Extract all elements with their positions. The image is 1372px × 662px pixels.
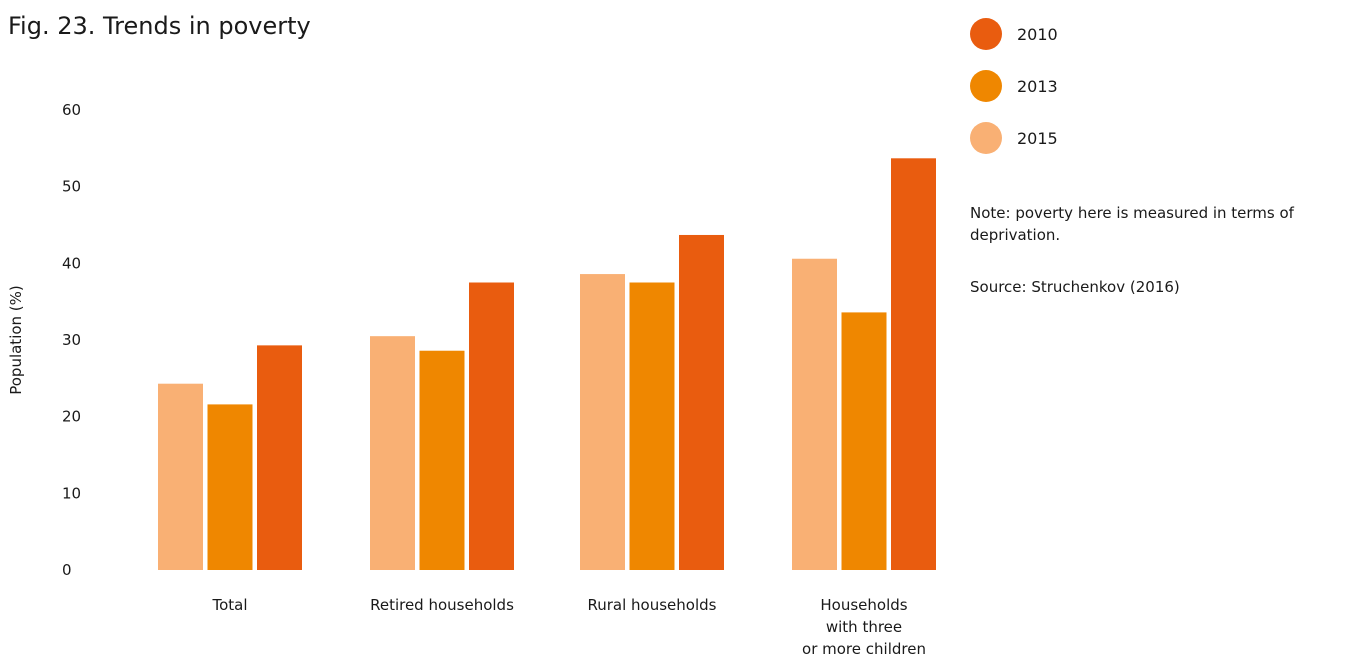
bar-chart: 0 10 20 30 40 50 60 Population (%) xyxy=(7,101,936,579)
legend: 2010 2013 2015 xyxy=(970,8,1058,164)
bar-2010-1 xyxy=(469,282,514,570)
x-category-label: Rural households xyxy=(587,596,717,614)
legend-item: 2013 xyxy=(970,60,1058,112)
chart-title: Fig. 23. Trends in poverty xyxy=(8,12,311,40)
x-category-label: Retired households xyxy=(370,596,514,614)
y-tick-label: 10 xyxy=(62,484,81,502)
legend-swatch xyxy=(970,18,1002,50)
legend-swatch xyxy=(970,70,1002,102)
legend-label: 2015 xyxy=(1017,128,1058,148)
y-tick-label: 40 xyxy=(62,254,81,272)
y-tick-label: 50 xyxy=(62,178,81,196)
bar-2015-2 xyxy=(580,274,625,570)
bars xyxy=(158,158,936,571)
chart-note: Note: poverty here is measured in terms … xyxy=(970,204,1294,244)
legend-swatch xyxy=(970,122,1002,154)
bar-2013-2 xyxy=(629,282,675,570)
y-tick-label: 30 xyxy=(62,331,81,349)
bar-2015-0 xyxy=(158,383,203,570)
y-tick-label: 0 xyxy=(62,561,72,579)
y-axis-title: Population (%) xyxy=(7,285,25,395)
legend-item: 2010 xyxy=(970,8,1058,60)
y-tick-label: 60 xyxy=(62,101,81,119)
legend-label: 2010 xyxy=(1017,24,1058,44)
bar-2015-1 xyxy=(370,336,415,570)
bar-2010-0 xyxy=(257,345,302,570)
bar-2013-0 xyxy=(207,404,253,570)
y-tick-label: 20 xyxy=(62,408,81,426)
bar-2010-2 xyxy=(679,234,724,570)
x-category-label: Total xyxy=(212,596,248,614)
bar-2010-3 xyxy=(891,158,936,571)
legend-item: 2015 xyxy=(970,112,1058,164)
x-category-label: Households with three or more children xyxy=(802,596,926,658)
y-axis-ticks: 0 10 20 30 40 50 60 xyxy=(62,101,81,579)
bar-2015-3 xyxy=(792,258,837,570)
chart-source: Source: Struchenkov (2016) xyxy=(970,278,1180,296)
bar-2013-3 xyxy=(841,312,887,570)
legend-label: 2013 xyxy=(1017,76,1058,96)
bar-2013-1 xyxy=(419,350,465,570)
